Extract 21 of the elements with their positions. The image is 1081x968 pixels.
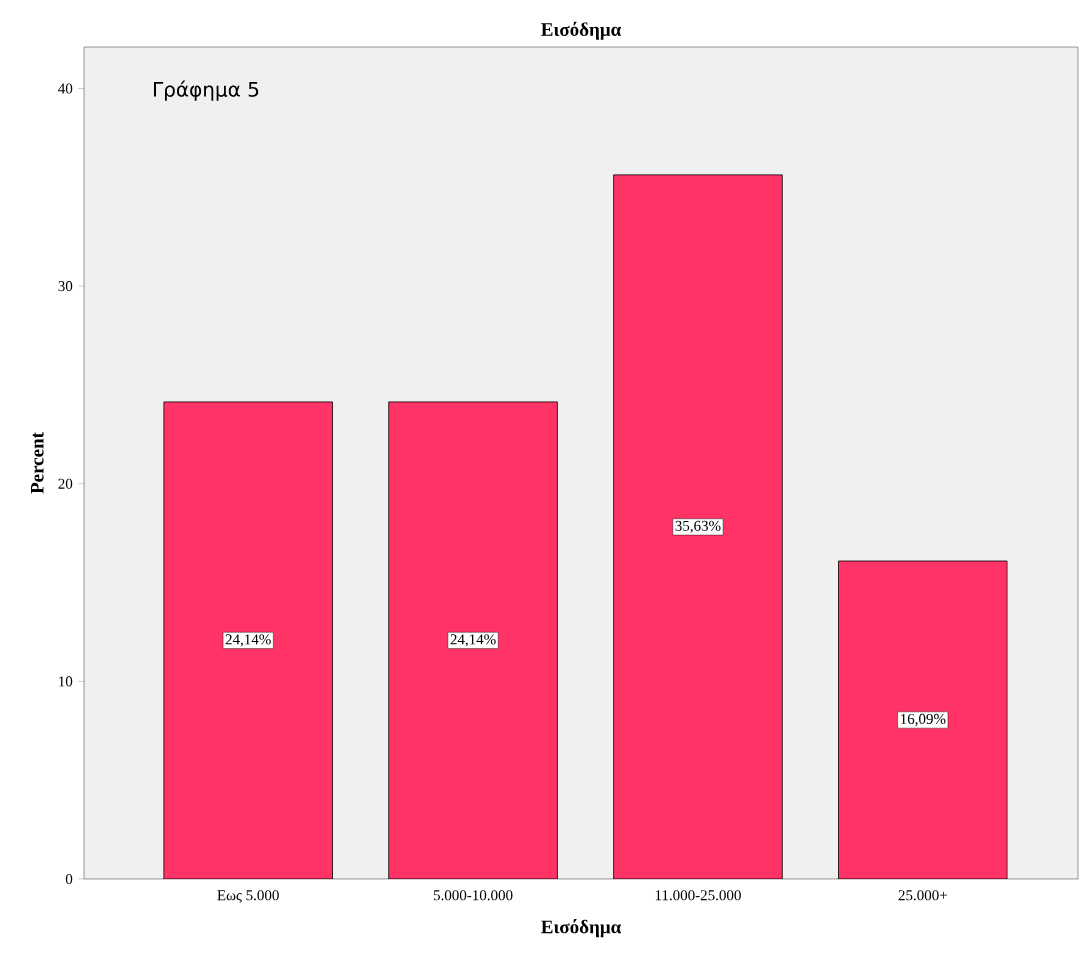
y-tick-label: 40	[58, 83, 73, 94]
data-label: 16,09%	[901, 713, 946, 727]
y-axis-title: Percent	[30, 432, 44, 494]
annotation: Γράφημα 5	[154, 80, 259, 101]
y-tick-label: 20	[58, 478, 73, 489]
data-label: 35,63%	[675, 520, 721, 534]
bar	[838, 560, 1008, 879]
bar	[613, 174, 783, 879]
data-label: 24,14%	[225, 634, 271, 647]
y-tick-label: 30	[58, 281, 73, 292]
data-label: 24,14%	[450, 634, 496, 647]
x-tick-label: 11.000-25.000	[655, 890, 741, 901]
bar	[388, 401, 558, 879]
x-tick-label: Εως 5.000	[217, 890, 279, 903]
y-tick-label: 0	[65, 873, 73, 885]
y-tick-label: 10	[59, 676, 73, 687]
chart-title: Εισόδημα	[541, 21, 622, 40]
x-tick-label: 25.000+	[898, 890, 947, 901]
bar	[163, 401, 333, 879]
x-tick-label: 5.000-10.000	[433, 890, 513, 901]
x-axis-title: Εισόδημα	[541, 919, 622, 938]
